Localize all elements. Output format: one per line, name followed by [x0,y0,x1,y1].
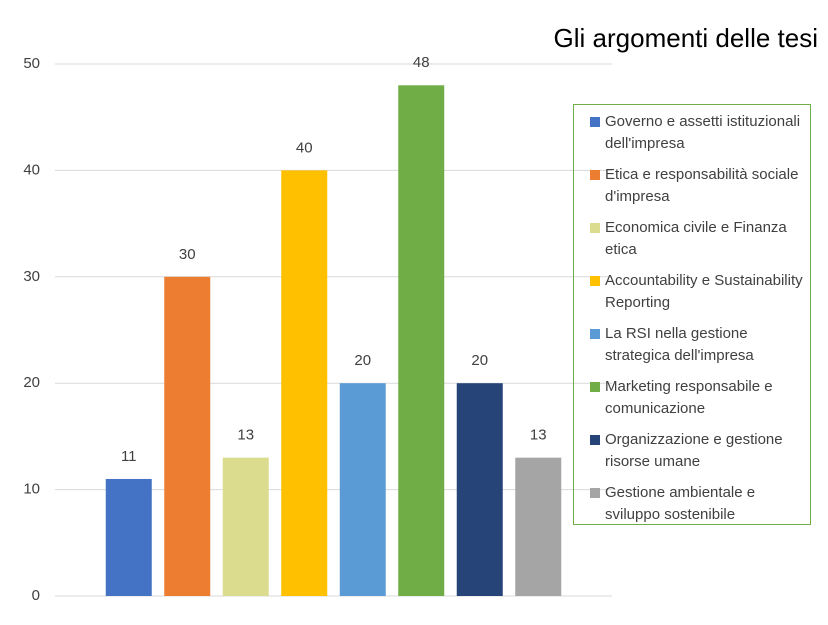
data-label: 11 [121,448,137,465]
legend-swatch [590,488,600,498]
legend-swatch [590,382,600,392]
y-tick-label: 50 [23,55,40,72]
legend: Governo e assetti istituzionali dell'imp… [573,104,811,525]
y-tick-label: 10 [23,481,40,498]
legend-label: Economica civile e Finanza etica [605,219,787,258]
bar [398,85,445,596]
legend-label: Marketing responsabile e comunicazione [605,378,773,417]
data-label: 20 [354,352,371,369]
legend-entry: Organizzazione e gestione risorse umane [590,429,804,482]
legend-swatch [590,329,600,339]
legend-swatch [590,223,600,233]
legend-label: La RSI nella gestione strategica dell'im… [605,325,754,364]
legend-swatch [590,276,600,286]
chart-title: Gli argomenti delle tesi [554,23,818,53]
bar [456,383,503,596]
data-label: 13 [237,427,254,444]
y-tick-label: 20 [23,374,40,391]
bar [515,457,562,596]
legend-label: Organizzazione e gestione risorse umane [605,431,783,470]
data-label: 30 [179,246,196,263]
legend-label: Governo e assetti istituzionali dell'imp… [605,113,801,152]
y-tick-label: 40 [23,161,40,178]
bar [339,383,386,596]
legend-entry: Etica e responsabilità sociale d'impresa [590,164,804,217]
y-tick-label: 30 [23,268,40,285]
bar [164,276,211,596]
data-label: 13 [530,427,547,444]
data-label: 48 [413,54,430,71]
y-tick-label: 0 [32,587,40,604]
legend-label: Accountability e Sustainability Reportin… [605,272,803,311]
legend-label: Etica e responsabilità sociale d'impresa [605,166,799,205]
legend-entry: La RSI nella gestione strategica dell'im… [590,323,804,376]
data-label: 40 [296,139,313,156]
legend-swatch [590,170,600,180]
legend-entry: Accountability e Sustainability Reportin… [590,270,804,323]
legend-label: Gestione ambientale e sviluppo sostenibi… [605,484,756,523]
legend-entry: Marketing responsabile e comunicazione [590,376,804,429]
bar [222,457,269,596]
data-label: 20 [471,352,488,369]
legend-swatch [590,117,600,127]
legend-swatch [590,435,600,445]
bar [281,170,328,596]
legend-entry: Economica civile e Finanza etica [590,217,804,270]
legend-entry: Governo e assetti istituzionali dell'imp… [590,111,804,164]
legend-entry: Gestione ambientale e sviluppo sostenibi… [590,482,804,535]
bar [105,478,152,596]
